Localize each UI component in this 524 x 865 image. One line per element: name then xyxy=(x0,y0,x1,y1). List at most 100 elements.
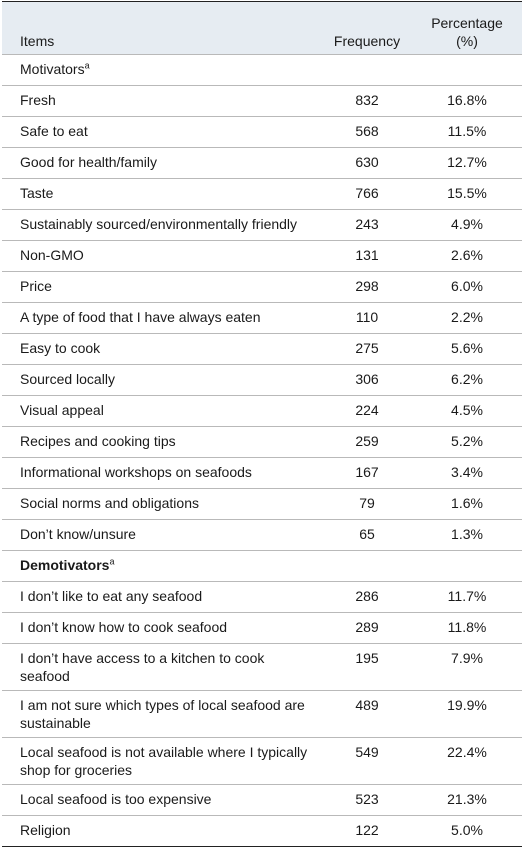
percentage-cell: 4.5% xyxy=(412,395,522,427)
frequency-cell: 489 xyxy=(322,690,412,738)
percentage-cell: 6.2% xyxy=(412,364,522,396)
section-row: Demotivatorsa xyxy=(2,550,522,582)
data-row: Social norms and obligations 79 1.6% xyxy=(2,488,522,520)
frequency-cell: 195 xyxy=(322,643,412,691)
frequency-cell: 306 xyxy=(322,364,412,396)
item-cell: I don’t like to eat any seafood xyxy=(2,581,322,613)
frequency-cell: 65 xyxy=(322,519,412,551)
section-cell: Motivatorsa xyxy=(2,54,522,86)
header-cell: Percentage (%) xyxy=(412,1,522,55)
table-body: Motivatorsa Fresh 832 16.8% Safe to eat 568 11… xyxy=(2,54,522,847)
percentage-cell: 5.0% xyxy=(412,815,522,847)
footnote-marker: a xyxy=(109,556,115,567)
frequency-cell: 286 xyxy=(322,581,412,613)
data-row: Informational workshops on seafoods 167 3.… xyxy=(2,457,522,489)
percentage-cell: 5.2% xyxy=(412,426,522,458)
header-cell: Items xyxy=(2,1,322,55)
frequency-cell: 224 xyxy=(322,395,412,427)
percentage-cell: 11.5% xyxy=(412,116,522,148)
frequency-cell: 110 xyxy=(322,302,412,334)
percentage-cell: 2.6% xyxy=(412,240,522,272)
frequency-cell: 243 xyxy=(322,209,412,241)
percentage-cell: 22.4% xyxy=(412,737,522,785)
item-cell: I don’t know how to cook seafood xyxy=(2,612,322,644)
section-title: Motivators xyxy=(20,61,85,77)
frequency-cell: 122 xyxy=(322,815,412,847)
percentage-cell: 12.7% xyxy=(412,147,522,179)
header-cell: Frequency xyxy=(322,1,412,55)
percentage-cell: 2.2% xyxy=(412,302,522,334)
data-row: I don’t have access to a kitchen to cook… xyxy=(2,643,522,691)
item-cell: Sourced locally xyxy=(2,364,322,396)
item-cell: Fresh xyxy=(2,85,322,117)
data-row: Price 298 6.0% xyxy=(2,271,522,303)
frequency-cell: 630 xyxy=(322,147,412,179)
item-cell: Religion xyxy=(2,815,322,847)
percentage-cell: 16.8% xyxy=(412,85,522,117)
frequency-cell: 568 xyxy=(322,116,412,148)
data-row: Religion 122 5.0% xyxy=(2,815,522,847)
data-row: Visual appeal 224 4.5% xyxy=(2,395,522,427)
percentage-cell: 21.3% xyxy=(412,784,522,816)
frequency-cell: 289 xyxy=(322,612,412,644)
data-row: Good for health/family 630 12.7% xyxy=(2,147,522,179)
item-cell: Informational workshops on seafoods xyxy=(2,457,322,489)
item-cell: I am not sure which types of local seafo… xyxy=(2,690,322,738)
frequency-cell: 259 xyxy=(322,426,412,458)
item-cell: A type of food that I have always eaten xyxy=(2,302,322,334)
data-row: A type of food that I have always eaten 1… xyxy=(2,302,522,334)
item-cell: Recipes and cooking tips xyxy=(2,426,322,458)
data-row: Fresh 832 16.8% xyxy=(2,85,522,117)
frequency-cell: 549 xyxy=(322,737,412,785)
data-row: Safe to eat 568 11.5% xyxy=(2,116,522,148)
section-row: Motivatorsa xyxy=(2,54,522,86)
data-row: Don’t know/unsure 65 1.3% xyxy=(2,519,522,551)
data-row: Sourced locally 306 6.2% xyxy=(2,364,522,396)
header-row: Items Frequency Percentage (%) xyxy=(2,1,522,55)
frequency-cell: 79 xyxy=(322,488,412,520)
table-header: Items Frequency Percentage (%) xyxy=(2,1,522,55)
data-row: Recipes and cooking tips 259 5.2% xyxy=(2,426,522,458)
item-cell: Don’t know/unsure xyxy=(2,519,322,551)
data-row: I don’t like to eat any seafood 286 11.7% xyxy=(2,581,522,613)
item-cell: Price xyxy=(2,271,322,303)
footnote-marker: a xyxy=(84,60,90,71)
percentage-cell: 11.8% xyxy=(412,612,522,644)
section-cell: Demotivatorsa xyxy=(2,550,522,582)
item-cell: Good for health/family xyxy=(2,147,322,179)
data-row: I am not sure which types of local seafo… xyxy=(2,690,522,738)
item-cell: Local seafood is too expensive xyxy=(2,784,322,816)
item-cell: Taste xyxy=(2,178,322,210)
item-cell: Local seafood is not available where I t… xyxy=(2,737,322,785)
percentage-cell: 7.9% xyxy=(412,643,522,691)
frequency-cell: 167 xyxy=(322,457,412,489)
percentage-cell: 11.7% xyxy=(412,581,522,613)
percentage-cell: 6.0% xyxy=(412,271,522,303)
data-row: I don’t know how to cook seafood 289 11.8% xyxy=(2,612,522,644)
item-cell: Non-GMO xyxy=(2,240,322,272)
frequency-cell: 523 xyxy=(322,784,412,816)
percentage-cell: 19.9% xyxy=(412,690,522,738)
data-table: Items Frequency Percentage (%) Motivator… xyxy=(2,1,522,847)
percentage-cell: 5.6% xyxy=(412,333,522,365)
frequency-cell: 131 xyxy=(322,240,412,272)
percentage-cell: 1.6% xyxy=(412,488,522,520)
item-cell: Social norms and obligations xyxy=(2,488,322,520)
item-cell: Safe to eat xyxy=(2,116,322,148)
percentage-cell: 3.4% xyxy=(412,457,522,489)
section-title: Demotivators xyxy=(20,557,110,573)
frequency-cell: 298 xyxy=(322,271,412,303)
item-cell: I don’t have access to a kitchen to cook… xyxy=(2,643,322,691)
item-cell: Easy to cook xyxy=(2,333,322,365)
frequency-cell: 832 xyxy=(322,85,412,117)
data-row: Local seafood is not available where I t… xyxy=(2,737,522,785)
data-row: Taste 766 15.5% xyxy=(2,178,522,210)
item-cell: Visual appeal xyxy=(2,395,322,427)
percentage-cell: 4.9% xyxy=(412,209,522,241)
data-row: Sustainably sourced/environmentally frie… xyxy=(2,209,522,241)
frequency-cell: 275 xyxy=(322,333,412,365)
item-cell: Sustainably sourced/environmentally frie… xyxy=(2,209,322,241)
percentage-cell: 15.5% xyxy=(412,178,522,210)
header-text: Percentage (%) xyxy=(431,15,503,49)
